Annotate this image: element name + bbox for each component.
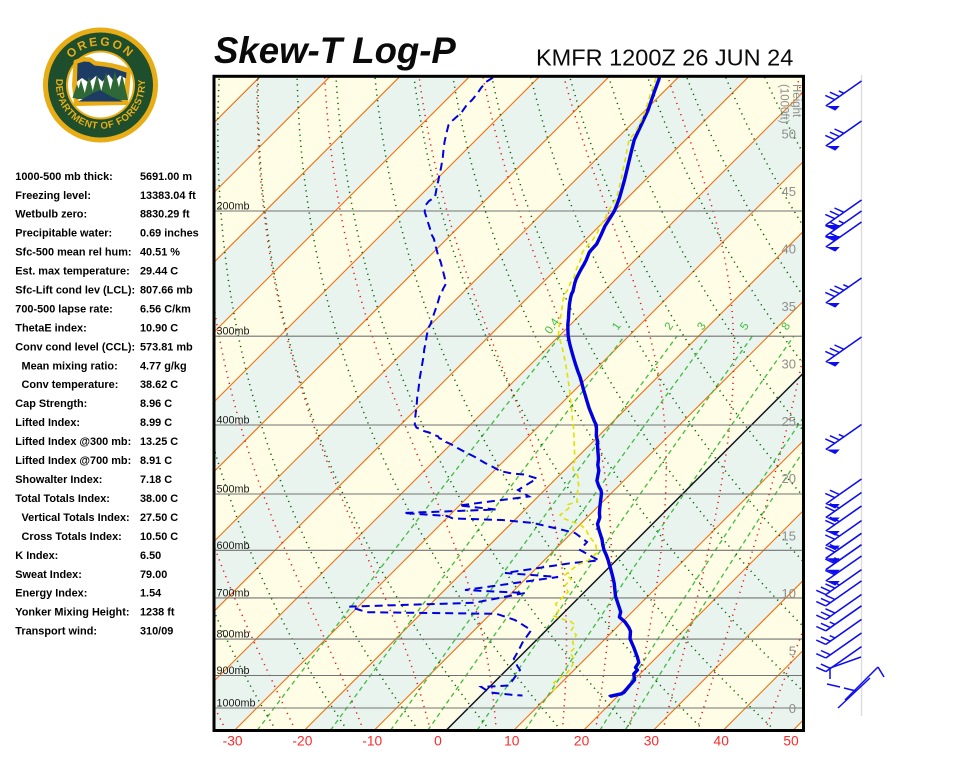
svg-text:Sfc-500 mean rel hum:: Sfc-500 mean rel hum:	[15, 247, 131, 259]
svg-text:50: 50	[783, 733, 799, 748]
svg-text:30: 30	[782, 356, 796, 371]
svg-text:4.77 g/kg: 4.77 g/kg	[140, 360, 187, 372]
svg-text:35: 35	[782, 299, 796, 314]
svg-text:KMFR 1200Z 26 JUN 24: KMFR 1200Z 26 JUN 24	[536, 45, 793, 71]
svg-text:Lifted Index:: Lifted Index:	[15, 417, 80, 429]
svg-text:8830.29 ft: 8830.29 ft	[140, 209, 190, 221]
svg-text:40: 40	[714, 733, 730, 748]
svg-text:(1000ft): (1000ft)	[778, 84, 790, 124]
svg-text:8.99 C: 8.99 C	[140, 417, 172, 429]
svg-text:Sfc-Lift cond lev (LCL):: Sfc-Lift cond lev (LCL):	[15, 285, 135, 297]
svg-text:Sweat Index:: Sweat Index:	[15, 569, 82, 581]
svg-text:25: 25	[782, 414, 796, 429]
svg-text:Mean mixing ratio:: Mean mixing ratio:	[22, 360, 118, 372]
svg-text:0: 0	[434, 733, 442, 748]
svg-text:5: 5	[789, 643, 796, 658]
svg-text:0.69 inches: 0.69 inches	[140, 228, 199, 240]
svg-text:700mb: 700mb	[217, 587, 250, 599]
svg-text:7.18 C: 7.18 C	[140, 474, 172, 486]
svg-text:-10: -10	[362, 733, 382, 748]
svg-text:0: 0	[789, 701, 796, 716]
svg-text:Freezing level:: Freezing level:	[15, 190, 91, 202]
svg-text:6.56 C/km: 6.56 C/km	[140, 304, 191, 316]
svg-text:Transport wind:: Transport wind:	[15, 626, 97, 638]
svg-text:1000-500 mb thick:: 1000-500 mb thick:	[15, 171, 112, 183]
svg-text:30: 30	[644, 733, 660, 748]
svg-text:Yonker Mixing Height:: Yonker Mixing Height:	[15, 607, 129, 619]
svg-text:500mb: 500mb	[217, 484, 250, 496]
svg-text:50: 50	[782, 127, 796, 142]
svg-text:573.81 mb: 573.81 mb	[140, 341, 193, 353]
svg-text:Lifted Index @700 mb:: Lifted Index @700 mb:	[15, 455, 131, 467]
svg-text:20: 20	[782, 471, 796, 486]
svg-text:8.91 C: 8.91 C	[140, 455, 172, 467]
svg-text:15: 15	[782, 529, 796, 544]
svg-text:807.66 mb: 807.66 mb	[140, 285, 193, 297]
svg-text:1.54: 1.54	[140, 588, 161, 600]
svg-text:13383.04 ft: 13383.04 ft	[140, 190, 196, 202]
svg-text:38.00 C: 38.00 C	[140, 493, 178, 505]
svg-text:Total Totals Index:: Total Totals Index:	[15, 493, 110, 505]
svg-text:40: 40	[782, 242, 796, 257]
svg-text:Lifted Index @300 mb:: Lifted Index @300 mb:	[15, 436, 131, 448]
svg-text:Height: Height	[790, 84, 802, 118]
svg-text:10.90 C: 10.90 C	[140, 322, 178, 334]
svg-text:1000mb: 1000mb	[217, 698, 256, 710]
svg-text:600mb: 600mb	[217, 540, 250, 552]
svg-text:Precipitable water:: Precipitable water:	[15, 228, 112, 240]
svg-text:10.50 C: 10.50 C	[140, 531, 178, 543]
svg-text:200mb: 200mb	[217, 201, 250, 213]
svg-text:5691.00 m: 5691.00 m	[140, 171, 192, 183]
svg-text:Energy Index:: Energy Index:	[15, 588, 87, 600]
svg-text:20: 20	[574, 733, 590, 748]
svg-text:-20: -20	[292, 733, 312, 748]
svg-text:800mb: 800mb	[217, 629, 250, 641]
svg-text:Conv temperature:: Conv temperature:	[22, 379, 119, 391]
svg-text:300mb: 300mb	[217, 326, 250, 338]
svg-text:10: 10	[782, 586, 796, 601]
svg-text:27.50 C: 27.50 C	[140, 512, 178, 524]
svg-text:Conv cond level (CCL):: Conv cond level (CCL):	[15, 341, 135, 353]
svg-text:6.50: 6.50	[140, 550, 161, 562]
svg-text:38.62 C: 38.62 C	[140, 379, 178, 391]
svg-text:700-500 lapse rate:: 700-500 lapse rate:	[15, 304, 112, 316]
svg-text:-30: -30	[223, 733, 243, 748]
svg-text:13.25 C: 13.25 C	[140, 436, 178, 448]
svg-text:Skew-T Log-P: Skew-T Log-P	[214, 30, 456, 71]
svg-text:Est. max temperature:: Est. max temperature:	[15, 266, 129, 278]
svg-text:Wetbulb zero:: Wetbulb zero:	[15, 209, 87, 221]
svg-text:79.00: 79.00	[140, 569, 167, 581]
svg-text:400mb: 400mb	[217, 415, 250, 427]
svg-text:Cap Strength:: Cap Strength:	[15, 398, 87, 410]
svg-text:Vertical Totals Index:: Vertical Totals Index:	[22, 512, 130, 524]
svg-text:900mb: 900mb	[217, 665, 250, 677]
svg-text:8.96 C: 8.96 C	[140, 398, 172, 410]
svg-text:45: 45	[782, 184, 796, 199]
svg-text:10: 10	[504, 733, 520, 748]
svg-text:Showalter Index:: Showalter Index:	[15, 474, 102, 486]
svg-text:Cross Totals Index:: Cross Totals Index:	[22, 531, 122, 543]
svg-text:ThetaE index:: ThetaE index:	[15, 322, 86, 334]
svg-text:K Index:: K Index:	[15, 550, 58, 562]
svg-text:40.51 %: 40.51 %	[140, 247, 180, 259]
svg-text:1238 ft: 1238 ft	[140, 607, 175, 619]
svg-text:310/09: 310/09	[140, 626, 173, 638]
svg-text:29.44 C: 29.44 C	[140, 266, 178, 278]
